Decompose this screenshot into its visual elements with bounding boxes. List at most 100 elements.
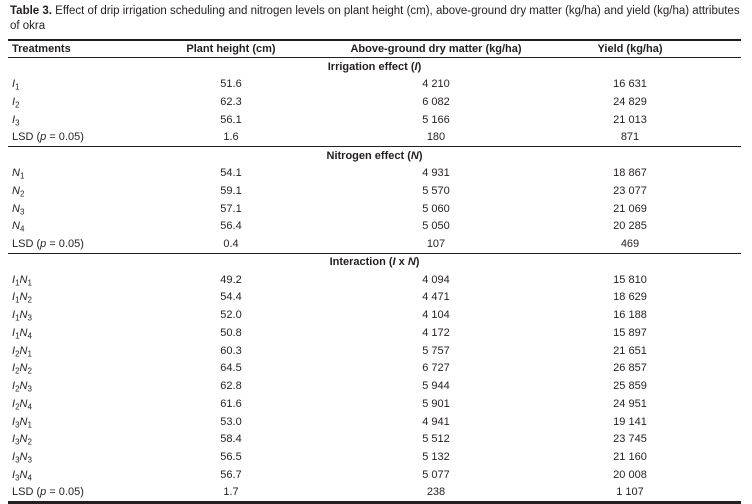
plant-height-cell: 53.0 (220, 415, 242, 428)
yield-cell: 469 (561, 235, 741, 254)
table-row: I2N1 60.3 5 757 21 651 (8, 342, 741, 360)
treatment-cell: I1 (12, 78, 20, 92)
plant-height-cell: 59.1 (220, 184, 242, 197)
plant-height-cell: 61.6 (220, 397, 242, 410)
table-row: I3N4 56.7 5 077 20 008 (8, 466, 741, 484)
table-row: I3N3 56.5 5 132 21 160 (8, 448, 741, 466)
section-header-row: Irrigation effect (I) (8, 58, 741, 76)
yield-cell: 26 857 (613, 362, 647, 375)
treatment-cell: I3N3 (12, 451, 32, 465)
dry-matter-cell: 4 210 (422, 78, 450, 91)
table-row: N4 56.4 5 050 20 285 (8, 218, 741, 236)
dry-matter-cell: 107 (311, 235, 561, 254)
table-row: I3N2 58.4 5 512 23 745 (8, 431, 741, 449)
table-row: I1N2 54.4 4 471 18 629 (8, 289, 741, 307)
plant-height-cell: 49.2 (220, 273, 242, 286)
dry-matter-cell: 5 060 (422, 202, 450, 215)
table-row: I3 56.1 5 166 21 013 (8, 111, 741, 129)
section-header: Irrigation effect (I) (327, 60, 422, 73)
dry-matter-cell: 4 172 (422, 326, 450, 339)
treatment-cell: I3N2 (12, 433, 32, 447)
dry-matter-cell: 4 471 (422, 291, 450, 304)
dry-matter-cell: 5 166 (422, 113, 450, 126)
col-header-plant-height: Plant height (cm) (151, 40, 311, 59)
table-number: Table 3. (10, 5, 52, 17)
yield-cell: 18 629 (613, 291, 647, 304)
plant-height-cell: 51.6 (220, 78, 242, 91)
yield-cell: 21 013 (613, 113, 647, 126)
table-row: N3 57.1 5 060 21 069 (8, 200, 741, 218)
yield-cell: 15 810 (613, 273, 647, 286)
treatment-cell: I1N2 (12, 291, 32, 305)
table-row: I1N4 50.8 4 172 15 897 (8, 324, 741, 342)
plant-height-cell: 62.3 (220, 96, 242, 109)
yield-cell: 23 077 (613, 184, 647, 197)
table-caption-text: Effect of drip irrigation scheduling and… (10, 5, 740, 32)
treatment-cell: LSD (p = 0.05) (8, 235, 151, 254)
plant-height-cell: 0.4 (151, 235, 311, 254)
yield-cell: 25 859 (613, 380, 647, 393)
table-row: I3N1 53.0 4 941 19 141 (8, 413, 741, 431)
table-row: I1N3 52.0 4 104 16 188 (8, 306, 741, 324)
yield-cell: 15 897 (613, 326, 647, 339)
yield-cell: 24 829 (613, 96, 647, 109)
plant-height-cell: 54.1 (220, 167, 242, 180)
dry-matter-cell: 238 (311, 483, 561, 502)
table-row: I2N4 61.6 5 901 24 951 (8, 395, 741, 413)
treatment-cell: I3N1 (12, 415, 32, 430)
plant-height-cell: 62.8 (220, 380, 242, 393)
treatment-cell: I1N3 (12, 309, 32, 323)
treatment-cell: I3N4 (12, 468, 32, 483)
dry-matter-cell: 5 570 (422, 184, 450, 197)
col-header-yield: Yield (kg/ha) (561, 40, 741, 59)
treatment-cell: N3 (12, 202, 25, 217)
table-row: I2N3 62.8 5 944 25 859 (8, 377, 741, 395)
plant-height-cell: 56.5 (220, 451, 242, 464)
plant-height-cell: 60.3 (220, 344, 242, 357)
dry-matter-cell: 5 757 (422, 344, 450, 357)
dry-matter-cell: 5 944 (422, 380, 450, 393)
treatment-cell: I2N1 (12, 344, 32, 359)
plant-height-cell: 57.1 (220, 202, 242, 215)
treatment-cell: N1 (12, 167, 25, 181)
dry-matter-cell: 180 (311, 128, 561, 147)
treatment-cell: LSD (p = 0.05) (8, 128, 151, 147)
dry-matter-cell: 5 901 (422, 397, 450, 410)
dry-matter-cell: 4 094 (422, 273, 450, 286)
plant-height-cell: 64.5 (220, 362, 242, 375)
yield-cell: 871 (561, 128, 741, 147)
plant-height-cell: 58.4 (220, 433, 242, 446)
table-row: I2N2 64.5 6 727 26 857 (8, 360, 741, 378)
table-caption: Table 3. Effect of drip irrigation sched… (0, 0, 748, 34)
dry-matter-cell: 5 132 (422, 451, 450, 464)
yield-cell: 16 631 (613, 78, 647, 91)
yield-cell: 21 069 (613, 202, 647, 215)
treatment-cell: I1N1 (12, 273, 32, 288)
data-table: Treatments Plant height (cm) Above-groun… (8, 39, 741, 502)
plant-height-cell: 56.4 (220, 220, 242, 233)
plant-height-cell: 1.6 (151, 128, 311, 147)
treatment-cell: I2N3 (12, 380, 32, 394)
treatment-cell: LSD (p = 0.05) (8, 483, 151, 502)
yield-cell: 20 285 (613, 220, 647, 233)
treatment-cell: I2N4 (12, 397, 32, 412)
yield-cell: 21 160 (613, 451, 647, 464)
table-row: I2 62.3 6 082 24 829 (8, 93, 741, 111)
treatment-cell: N2 (12, 184, 25, 199)
section-header: Interaction (I x N) (329, 256, 420, 269)
plant-height-cell: 50.8 (220, 326, 242, 339)
treatment-cell: I2N2 (12, 362, 32, 376)
plant-height-cell: 56.1 (220, 113, 242, 126)
table-bottom-rule (8, 502, 741, 504)
yield-cell: 24 951 (613, 397, 647, 410)
yield-cell: 16 188 (613, 309, 647, 322)
section-header-row: Nitrogen effect (N) (8, 147, 741, 165)
yield-cell: 20 008 (613, 468, 647, 481)
treatment-cell: N4 (12, 220, 25, 234)
dry-matter-cell: 6 082 (422, 96, 450, 109)
lsd-row: LSD (p = 0.05) 1.6 180 871 (8, 128, 741, 147)
table-row: I1 51.6 4 210 16 631 (8, 76, 741, 94)
dry-matter-cell: 4 931 (422, 167, 450, 180)
treatment-cell: I2 (12, 96, 20, 110)
